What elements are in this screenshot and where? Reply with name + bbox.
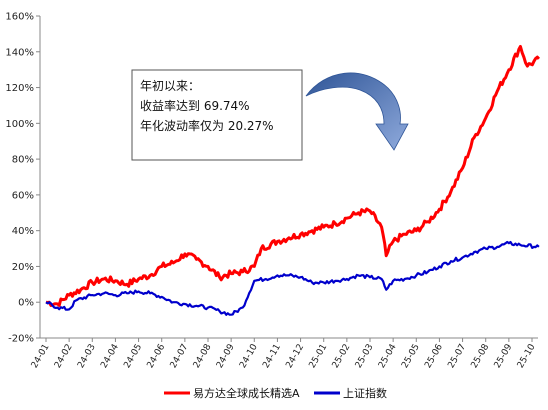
x-tick-label: 24-04 bbox=[99, 342, 121, 370]
x-tick-label: 25-09 bbox=[493, 342, 515, 370]
plot-area bbox=[39, 16, 538, 339]
y-tick-label: -20% bbox=[8, 334, 34, 345]
y-tick-label: 120% bbox=[5, 83, 34, 94]
annotation-box: 年初以来： 收益率达到 69.74% 年化波动率仅为 20.27% bbox=[131, 69, 303, 161]
series-group bbox=[45, 44, 541, 316]
x-tick-label: 25-03 bbox=[354, 343, 376, 371]
legend-label-fund: 易方达全球成长精选A bbox=[193, 386, 300, 400]
x-tick-label: 25-05 bbox=[400, 343, 422, 371]
x-tick-label: 25-07 bbox=[446, 343, 468, 371]
curved-arrow-icon bbox=[305, 72, 409, 151]
x-tick-label: 24-06 bbox=[146, 342, 168, 370]
y-axis: -20% 0% 20% 40% 60% 80% 100% 120% 140% 160% bbox=[5, 12, 40, 345]
x-tick-label: 24-01 bbox=[30, 343, 52, 371]
annotation-frame bbox=[131, 69, 303, 161]
x-tick-label: 24-10 bbox=[238, 342, 260, 370]
y-tick-label: 140% bbox=[5, 47, 34, 58]
x-tick-label: 25-10 bbox=[516, 342, 538, 370]
x-tick-label: 24-11 bbox=[261, 343, 283, 371]
y-tick-label: 60% bbox=[12, 190, 34, 201]
y-tick-label: 80% bbox=[12, 155, 34, 166]
legend-label-index: 上证指数 bbox=[343, 386, 387, 400]
x-tick-label: 24-02 bbox=[53, 343, 75, 371]
x-tick-label: 24-12 bbox=[284, 343, 306, 371]
y-tick-label: 100% bbox=[5, 119, 34, 130]
y-tick-label: 20% bbox=[12, 262, 34, 273]
x-tick-label: 24-05 bbox=[122, 343, 144, 371]
x-tick-label: 25-01 bbox=[308, 343, 330, 371]
y-tick-label: 40% bbox=[12, 226, 34, 237]
y-tick-label: 0% bbox=[18, 298, 34, 309]
x-axis: 24-01 24-02 24-03 24-04 24-05 24-06 24-07 24-08… bbox=[30, 338, 538, 370]
x-tick-label: 25-02 bbox=[331, 343, 353, 371]
annotation-line-1: 年初以来： bbox=[140, 79, 200, 93]
y-tick-label: 160% bbox=[5, 12, 34, 23]
series-line-index bbox=[45, 240, 540, 316]
x-tick-label: 24-03 bbox=[76, 343, 98, 371]
x-tick-label: 24-07 bbox=[169, 343, 191, 371]
legend: 易方达全球成长精选A 上证指数 bbox=[164, 386, 387, 400]
series-line-fund bbox=[45, 44, 541, 307]
x-tick-label: 24-08 bbox=[192, 342, 214, 370]
x-tick-label: 25-08 bbox=[470, 342, 492, 370]
x-tick-label: 25-06 bbox=[423, 342, 445, 370]
annotation-line-2: 收益率达到 69.74% bbox=[140, 98, 250, 113]
annotation-line-3: 年化波动率仅为 20.27% bbox=[140, 118, 274, 133]
x-tick-label: 24-09 bbox=[215, 342, 237, 370]
x-tick-label: 25-04 bbox=[377, 342, 399, 370]
